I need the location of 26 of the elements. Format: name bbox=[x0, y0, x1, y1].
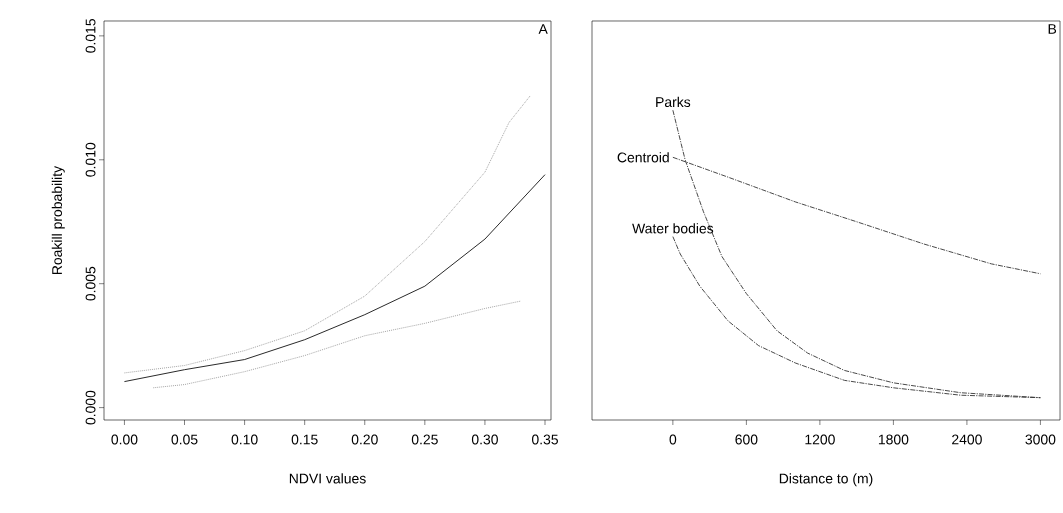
x-tick-label: 1800 bbox=[878, 434, 909, 445]
x-tick-label: 1200 bbox=[805, 434, 835, 445]
series-label: Parks bbox=[656, 96, 691, 108]
x-tick-label: 0.20 bbox=[351, 434, 378, 445]
x-tick-label: 3000 bbox=[1025, 434, 1056, 445]
y-tick-label: 0.010 bbox=[85, 142, 96, 177]
series-label: Centroid bbox=[617, 152, 669, 163]
y-tick-label: 0.005 bbox=[85, 266, 96, 301]
x-tick-label: 2400 bbox=[952, 434, 982, 445]
x-tick-label: 0.05 bbox=[171, 434, 198, 445]
x-tick-label: 0.35 bbox=[531, 434, 558, 445]
x-tick-label: 0.25 bbox=[411, 434, 438, 445]
x-tick-label: 600 bbox=[735, 434, 758, 445]
x-tick-label: 0 bbox=[669, 434, 677, 445]
x-axis-title: Distance to (m) bbox=[779, 473, 873, 487]
y-axis-title: Roakill probability bbox=[51, 165, 65, 275]
y-tick-label: 0.015 bbox=[85, 19, 96, 53]
x-tick-label: 0.30 bbox=[471, 434, 498, 445]
x-axis-title: NDVI values bbox=[289, 473, 366, 484]
x-tick-label: 0.15 bbox=[291, 434, 318, 445]
y-tick-label: 0.000 bbox=[85, 390, 96, 425]
x-tick-label: 0.10 bbox=[231, 434, 258, 445]
annotation: B bbox=[1048, 24, 1057, 34]
x-tick-label: 0.00 bbox=[111, 434, 138, 445]
annotation: A bbox=[538, 24, 548, 34]
series-label: Water bodies bbox=[632, 223, 714, 234]
